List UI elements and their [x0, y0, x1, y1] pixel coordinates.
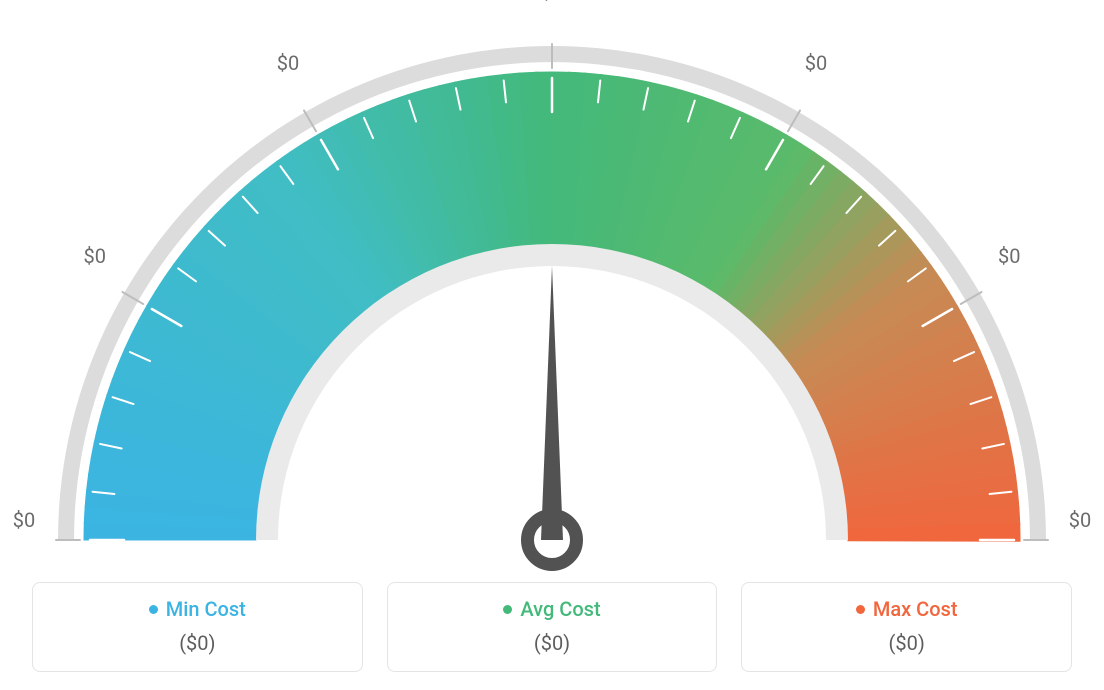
- legend-label-min: Min Cost: [166, 597, 246, 621]
- gauge-tick-label: $0: [13, 508, 35, 532]
- gauge-cost-chart: $0 $0 $0 $0 $0 $0 $0 Min Cost ($0) Avg Cost ($…: [0, 0, 1104, 690]
- legend-value-avg: ($0): [406, 631, 699, 655]
- legend-title-max: Max Cost: [856, 597, 958, 621]
- gauge-tick-label: $0: [1069, 508, 1091, 532]
- legend-title-avg: Avg Cost: [503, 597, 600, 621]
- legend-value-max: ($0): [760, 631, 1053, 655]
- gauge-tick-label: $0: [541, 0, 563, 4]
- legend-value-min: ($0): [51, 631, 344, 655]
- gauge-tick-label: $0: [83, 244, 105, 268]
- legend-dot-max: [856, 605, 865, 614]
- gauge-tick-label: $0: [998, 244, 1020, 268]
- legend-card-min: Min Cost ($0): [32, 582, 363, 672]
- gauge-svg: [0, 20, 1104, 580]
- gauge-tick-label: $0: [805, 51, 827, 75]
- legend-card-avg: Avg Cost ($0): [387, 582, 718, 672]
- legend-row: Min Cost ($0) Avg Cost ($0) Max Cost ($0…: [32, 582, 1072, 672]
- legend-label-max: Max Cost: [873, 597, 958, 621]
- legend-dot-min: [149, 605, 158, 614]
- legend-label-avg: Avg Cost: [520, 597, 600, 621]
- gauge-area: $0 $0 $0 $0 $0 $0 $0: [0, 0, 1104, 560]
- legend-card-max: Max Cost ($0): [741, 582, 1072, 672]
- legend-title-min: Min Cost: [149, 597, 246, 621]
- gauge-tick-label: $0: [277, 51, 299, 75]
- legend-dot-avg: [503, 605, 512, 614]
